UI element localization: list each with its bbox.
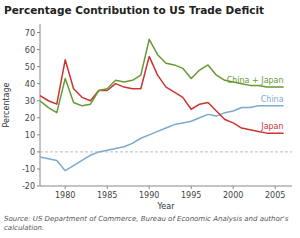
y-tick <box>37 186 40 187</box>
series-label: Japan <box>260 122 283 131</box>
y-tick <box>37 49 40 50</box>
x-tick-label: 1985 <box>97 191 117 200</box>
x-tick <box>191 186 192 189</box>
x-tick-label: 1995 <box>181 191 201 200</box>
y-tick-label: 20 <box>25 114 35 123</box>
y-tick-label: -10 <box>22 165 35 174</box>
y-tick-label: 60 <box>25 46 35 55</box>
y-tick <box>37 32 40 33</box>
y-tick-label: 30 <box>25 97 35 106</box>
series-label: China <box>261 95 284 104</box>
x-tick <box>65 186 66 189</box>
series-label: China + Japan <box>227 76 284 85</box>
y-axis <box>40 24 41 186</box>
x-tick-label: 2000 <box>223 191 243 200</box>
x-tick-label: 2005 <box>265 191 285 200</box>
title: Percentage Contribution to US Trade Defi… <box>4 4 264 16</box>
x-tick <box>233 186 234 189</box>
y-tick-label: 10 <box>25 131 35 140</box>
x-tick <box>275 186 276 189</box>
y-tick-label: 50 <box>25 63 35 72</box>
x-tick-label: 1980 <box>55 191 75 200</box>
y-tick <box>37 66 40 67</box>
x-tick-label: 1990 <box>139 191 159 200</box>
y-tick <box>37 100 40 101</box>
y-tick-label: 0 <box>30 148 35 157</box>
series-line <box>40 56 284 133</box>
x-tick <box>149 186 150 189</box>
x-axis-label: Year <box>157 202 176 211</box>
plot-area <box>40 39 284 170</box>
y-axis-label: Percentage <box>2 82 11 127</box>
y-tick-label: 70 <box>25 29 35 38</box>
series-line <box>40 39 284 112</box>
x-tick <box>107 186 108 189</box>
y-tick <box>37 134 40 135</box>
source-note: Source: US Department of Commerce, Burea… <box>4 215 289 232</box>
series-line <box>40 106 284 171</box>
x-axis <box>40 186 292 187</box>
y-tick-label: 40 <box>25 80 35 89</box>
y-tick <box>37 168 40 169</box>
chart: Percentage Contribution to US Trade Defi… <box>0 0 300 238</box>
y-tick <box>37 151 40 152</box>
zero-line <box>40 151 292 152</box>
y-tick-label: -20 <box>22 182 35 191</box>
y-tick <box>37 117 40 118</box>
y-tick <box>37 83 40 84</box>
